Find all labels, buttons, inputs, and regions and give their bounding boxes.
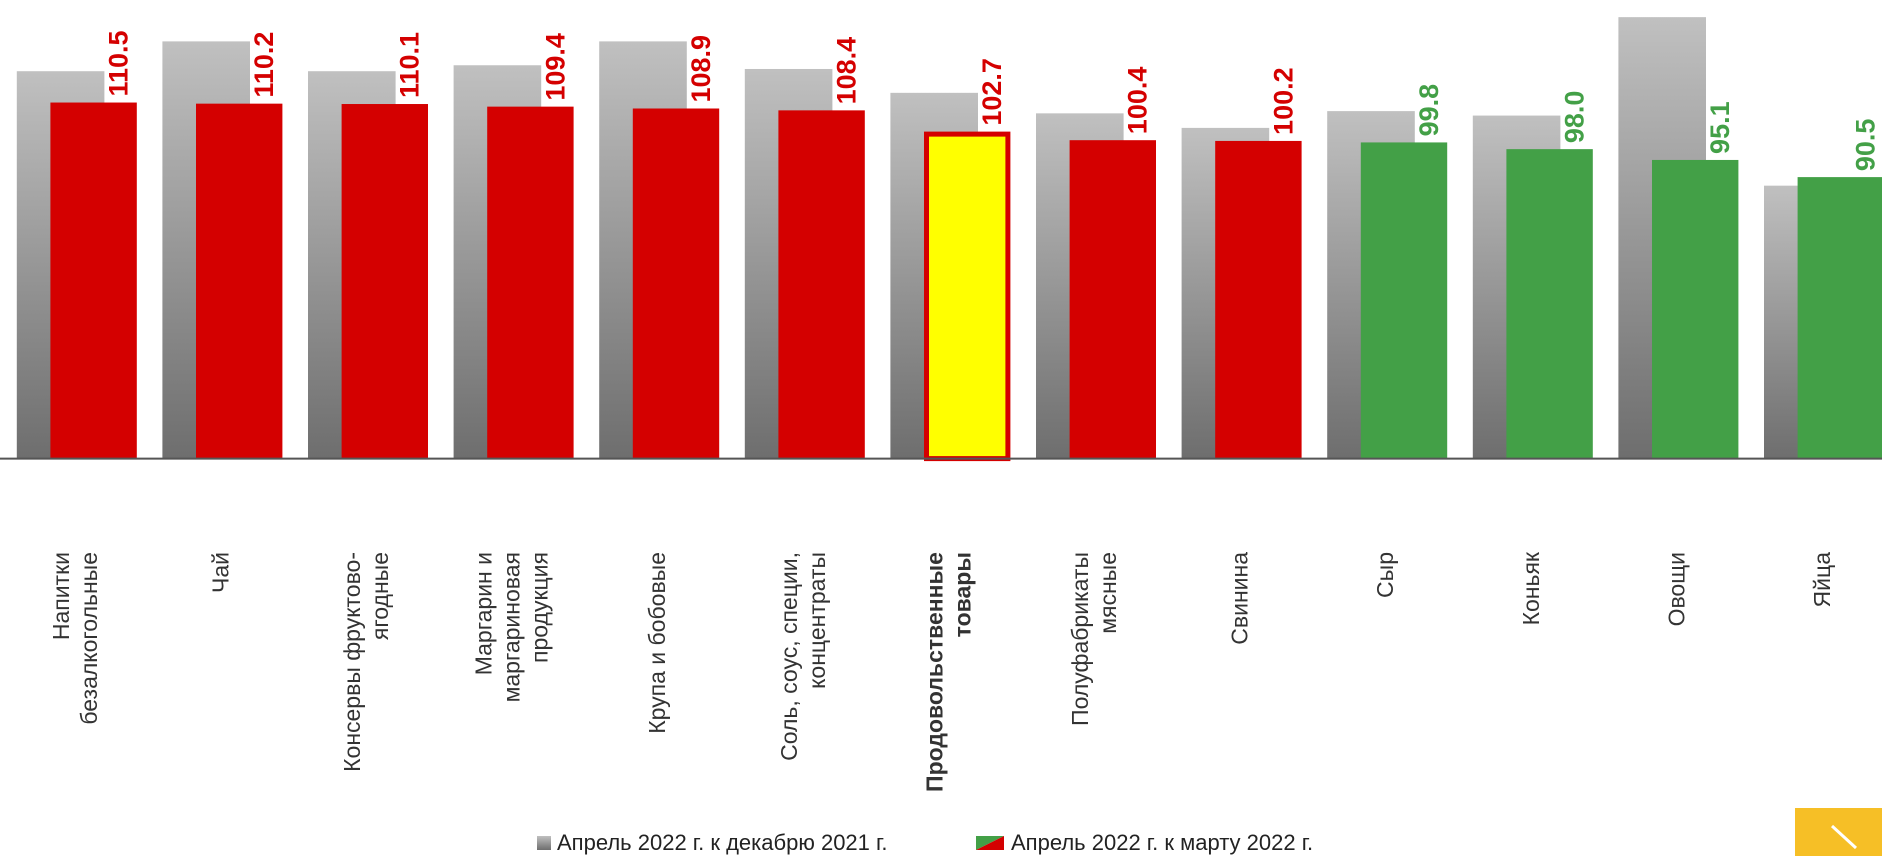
- label-line: Соль, соус, специи,: [776, 552, 802, 761]
- value-label: 110.2: [249, 32, 279, 98]
- value-label: 90.5: [1851, 119, 1881, 172]
- legend: Апрель 2022 г. к декабрю 2021 г. Апрель …: [537, 830, 1313, 855]
- label-line: безалкогольные: [76, 552, 102, 725]
- bar: [1797, 177, 1882, 459]
- x-tick-label: Маргарин имаргариноваяпродукция: [471, 552, 553, 702]
- label-line: продукция: [527, 552, 553, 663]
- label-line: концентраты: [804, 552, 830, 689]
- badge-arrow: [1830, 824, 1858, 850]
- x-tick-label: Напиткибезалкогольные: [48, 552, 102, 725]
- x-tick-label: Овощи: [1663, 552, 1689, 626]
- x-tick-label: Консервы фруктово-ягодные: [339, 552, 393, 772]
- bar: [1506, 149, 1593, 459]
- value-label: 110.1: [395, 32, 425, 98]
- label-line: Полуфабрикаты: [1067, 552, 1093, 726]
- x-tick-label: Крупа и бобовые: [644, 552, 670, 734]
- label-line: мясные: [1095, 552, 1121, 634]
- legend-swatch: [537, 836, 551, 850]
- label-line: Напитки: [48, 552, 74, 640]
- legend-swatch: [976, 836, 1004, 850]
- bar: [1652, 159, 1739, 459]
- bar: [924, 131, 1011, 462]
- value-label: 108.4: [832, 37, 862, 105]
- label-line: Маргарин и: [471, 552, 497, 675]
- legend-label: Апрель 2022 г. к декабрю 2021 г.: [557, 830, 887, 855]
- label-line: маргариновая: [499, 552, 525, 702]
- label-line: Яйца: [1809, 552, 1835, 608]
- value-label: 109.4: [540, 33, 570, 101]
- value-label: 99.8: [1414, 84, 1444, 137]
- value-label: 95.1: [1705, 101, 1735, 154]
- label-line: ягодные: [367, 552, 393, 640]
- x-tick-label: Чай: [207, 552, 233, 593]
- bar: [632, 108, 720, 459]
- bar: [487, 106, 574, 459]
- label-line: Сыр: [1372, 552, 1398, 598]
- bar: [778, 110, 865, 459]
- bar: [50, 102, 137, 459]
- x-tick-label: Соль, соус, специи,концентраты: [776, 552, 830, 761]
- label-line: Продовольственные: [921, 552, 947, 792]
- bar: [341, 104, 428, 459]
- label-line: Консервы фруктово-: [339, 552, 365, 772]
- x-tick-label: Свинина: [1227, 552, 1253, 645]
- label-line: Овощи: [1663, 552, 1689, 626]
- bar: [196, 103, 283, 459]
- x-tick-label: Сыр: [1372, 552, 1398, 598]
- corner-badge: [1795, 808, 1882, 856]
- value-label: 98.0: [1560, 91, 1590, 144]
- bar: [1215, 140, 1302, 459]
- label-line: Свинина: [1227, 552, 1253, 645]
- x-tick-label: Яйца: [1809, 552, 1835, 608]
- x-tick-label: Полуфабрикатымясные: [1067, 552, 1121, 726]
- value-label: 108.9: [686, 35, 716, 103]
- bar: [1069, 140, 1156, 459]
- label-line: Коньяк: [1518, 551, 1544, 625]
- value-label: 100.4: [1123, 67, 1153, 135]
- label-line: Чай: [207, 552, 233, 593]
- x-tick-label: Продовольственныетовары: [921, 552, 975, 792]
- value-label: 100.2: [1268, 67, 1298, 135]
- label-line: товары: [949, 552, 975, 637]
- label-line: Крупа и бобовые: [644, 552, 670, 734]
- value-label: 110.5: [104, 30, 134, 96]
- legend-label: Апрель 2022 г. к марту 2022 г.: [1011, 830, 1313, 855]
- value-label: 102.7: [977, 58, 1007, 126]
- bar: [1360, 142, 1448, 459]
- x-tick-label: Коньяк: [1518, 551, 1544, 625]
